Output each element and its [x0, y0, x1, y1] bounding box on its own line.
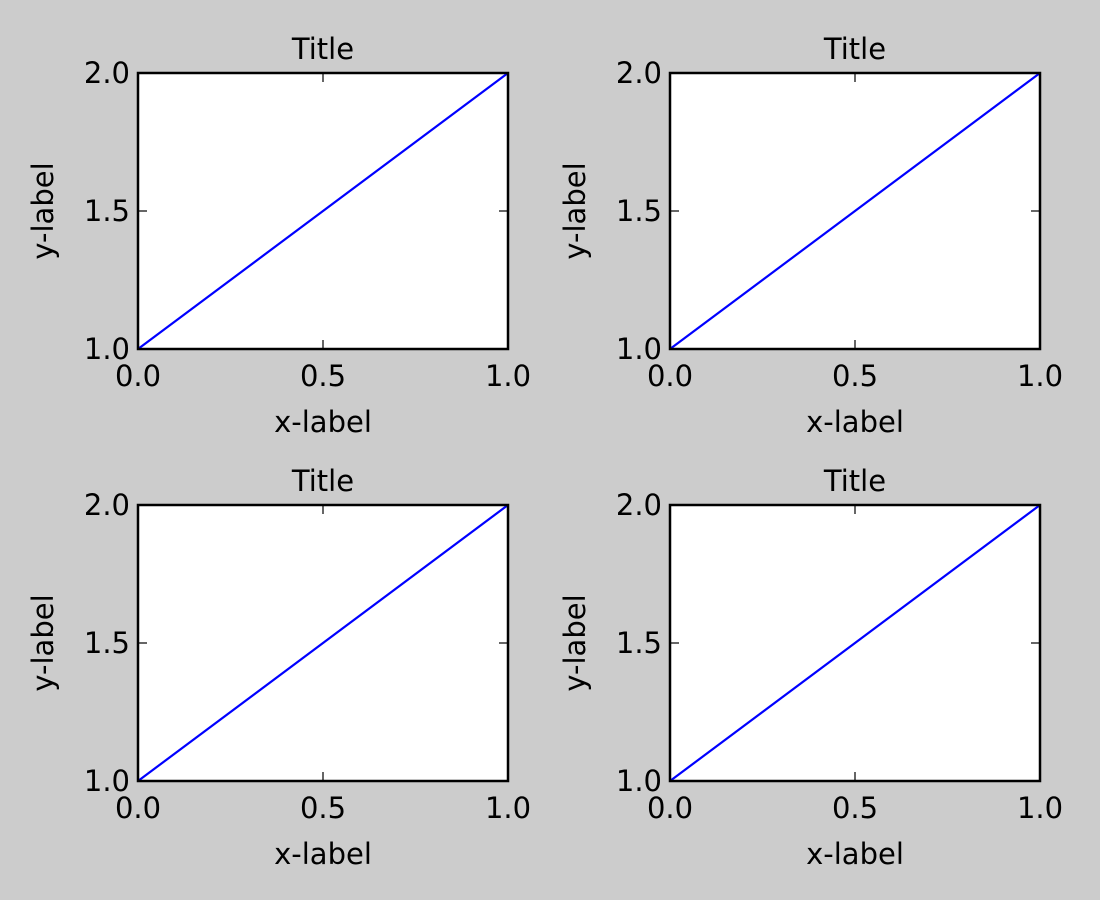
y-axis-label: y-label	[26, 594, 60, 691]
y-tick-label: 1.0	[84, 764, 130, 798]
x-tick-label: 0.5	[832, 359, 878, 393]
y-tick-label: 1.5	[616, 626, 662, 660]
x-axis-label: x-label	[274, 837, 372, 871]
y-tick-label: 1.5	[616, 194, 662, 228]
subplot-4: 0.0 0.5 1.0 1.0 1.5 2.0 Title x-label y-label	[558, 464, 1063, 871]
y-tick-label: 1.0	[616, 332, 662, 366]
y-axis-label: y-label	[558, 162, 592, 259]
y-tick-label: 2.0	[84, 56, 130, 90]
x-tick-label: 1.0	[1017, 791, 1063, 825]
y-tick-label: 1.5	[84, 194, 130, 228]
x-tick-label: 1.0	[485, 791, 531, 825]
subplot-title: Title	[291, 464, 354, 498]
x-tick-label: 0.5	[300, 791, 346, 825]
series-line	[669, 504, 1041, 782]
axes-frame	[668, 71, 1042, 351]
subplot-1: 0.0 0.5 1.0 1.0 1.5 2.0 Title x-label y-label	[26, 32, 531, 439]
subplot-title: Title	[291, 32, 354, 66]
x-tick-label: 1.0	[1017, 359, 1063, 393]
x-tick-label: 0.0	[115, 791, 161, 825]
axes-frame	[136, 71, 510, 351]
x-tick-label: 0.5	[300, 359, 346, 393]
y-axis-label: y-label	[26, 162, 60, 259]
x-tick-label: 0.0	[647, 359, 693, 393]
y-tick-label: 2.0	[616, 56, 662, 90]
y-axis-label: y-label	[558, 594, 592, 691]
series-line	[137, 504, 509, 782]
y-tick-label: 1.0	[616, 764, 662, 798]
y-tick-label: 1.5	[84, 626, 130, 660]
x-axis-label: x-label	[806, 405, 904, 439]
axes-frame	[668, 503, 1042, 783]
subplot-title: Title	[823, 464, 886, 498]
x-axis-label: x-label	[806, 837, 904, 871]
x-tick-label: 1.0	[485, 359, 531, 393]
x-tick-label: 0.5	[832, 791, 878, 825]
subplot-3: 0.0 0.5 1.0 1.0 1.5 2.0 Title x-label y-label	[26, 464, 531, 871]
y-tick-label: 2.0	[84, 488, 130, 522]
x-axis-label: x-label	[274, 405, 372, 439]
series-line	[137, 72, 509, 350]
x-tick-label: 0.0	[647, 791, 693, 825]
series-line	[669, 72, 1041, 350]
subplot-title: Title	[823, 32, 886, 66]
subplot-2: 0.0 0.5 1.0 1.0 1.5 2.0 Title x-label y-label	[558, 32, 1063, 439]
y-tick-label: 1.0	[84, 332, 130, 366]
axes-frame	[136, 503, 510, 783]
x-tick-label: 0.0	[115, 359, 161, 393]
y-tick-label: 2.0	[616, 488, 662, 522]
